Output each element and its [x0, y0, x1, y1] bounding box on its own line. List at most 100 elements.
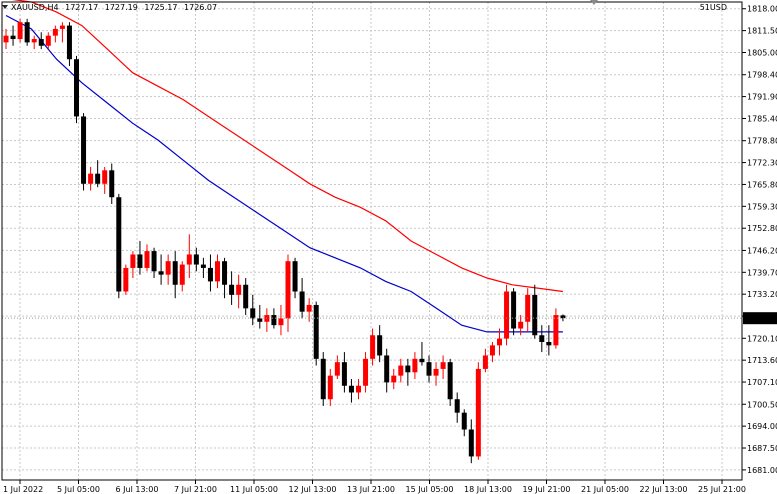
candle[interactable]: [165, 254, 171, 285]
candle[interactable]: [88, 166, 94, 191]
candle[interactable]: [497, 328, 502, 356]
candle[interactable]: [193, 247, 199, 272]
candle[interactable]: [151, 247, 157, 279]
candle[interactable]: [525, 288, 531, 332]
candles-layer[interactable]: [3, 18, 566, 464]
candle[interactable]: [468, 419, 474, 464]
candle[interactable]: [17, 18, 23, 43]
y-tick-label: 1707.10: [747, 378, 777, 387]
candle-body: [88, 173, 94, 184]
candle[interactable]: [236, 274, 242, 309]
candle[interactable]: [391, 368, 397, 390]
chart-header: XAUUSD,H4 1727.17 1727.19 1725.17 1726.0…: [2, 0, 727, 12]
candle[interactable]: [207, 254, 213, 292]
candle[interactable]: [144, 244, 150, 272]
candle[interactable]: [419, 341, 425, 366]
candle[interactable]: [215, 254, 220, 289]
candle[interactable]: [250, 294, 256, 326]
candle[interactable]: [398, 358, 404, 383]
candle[interactable]: [560, 314, 566, 322]
candle[interactable]: [130, 251, 136, 279]
candle-body: [31, 39, 37, 43]
candle[interactable]: [412, 352, 418, 380]
candle[interactable]: [433, 362, 439, 386]
candle[interactable]: [116, 193, 122, 299]
candle[interactable]: [306, 298, 312, 322]
candle[interactable]: [320, 352, 326, 406]
candle[interactable]: [123, 264, 129, 295]
y-tick-label: 1759.30: [747, 202, 777, 211]
candle[interactable]: [102, 166, 108, 194]
candle[interactable]: [313, 301, 319, 366]
candle-body: [518, 321, 524, 329]
candle[interactable]: [504, 284, 510, 346]
candle[interactable]: [243, 278, 249, 316]
candle[interactable]: [200, 257, 206, 279]
candle-body: [299, 291, 305, 312]
candle[interactable]: [229, 271, 235, 305]
candle[interactable]: [257, 304, 263, 329]
candle[interactable]: [66, 22, 72, 66]
candle[interactable]: [356, 379, 361, 400]
candle[interactable]: [137, 241, 143, 275]
candle[interactable]: [52, 25, 58, 43]
candle[interactable]: [292, 257, 298, 299]
candle[interactable]: [426, 355, 432, 383]
plot-frame: [1, 1, 743, 481]
candle[interactable]: [158, 254, 164, 285]
candle[interactable]: [24, 18, 30, 46]
symbol-dropdown-icon[interactable]: [2, 5, 8, 9]
candle[interactable]: [447, 358, 453, 406]
y-tick-label: 1811.50: [747, 27, 777, 36]
candle[interactable]: [3, 28, 9, 50]
candle[interactable]: [518, 315, 524, 336]
candle[interactable]: [348, 379, 354, 403]
candle[interactable]: [109, 163, 115, 204]
candle[interactable]: [38, 32, 44, 50]
candle[interactable]: [45, 32, 51, 50]
candle-body: [348, 385, 354, 393]
candle[interactable]: [454, 392, 460, 423]
candle[interactable]: [285, 254, 291, 332]
candle[interactable]: [222, 257, 228, 299]
header-close: 1726.07: [184, 3, 217, 12]
y-tick-label: 1785.40: [747, 114, 777, 123]
candle[interactable]: [440, 355, 446, 380]
candle[interactable]: [59, 22, 65, 43]
candle[interactable]: [461, 409, 467, 437]
candle[interactable]: [553, 308, 559, 349]
header-low: 1725.17: [144, 3, 177, 12]
x-axis-labels: 1 Jul 2022 5 Jul 05:00 6 Jul 13:00 7 Jul 21…: [3, 485, 746, 494]
candle[interactable]: [370, 328, 376, 366]
candle[interactable]: [532, 284, 538, 339]
candle[interactable]: [511, 288, 517, 336]
candle[interactable]: [10, 25, 16, 46]
candle[interactable]: [482, 348, 488, 373]
candle[interactable]: [172, 251, 178, 299]
candle[interactable]: [186, 234, 192, 279]
candle-body: [341, 362, 347, 386]
candle[interactable]: [299, 278, 305, 319]
candle[interactable]: [31, 35, 37, 50]
candle[interactable]: [489, 341, 495, 363]
candle[interactable]: [334, 355, 340, 380]
candle[interactable]: [95, 160, 101, 188]
candle[interactable]: [539, 325, 545, 353]
candle[interactable]: [271, 308, 277, 329]
candle[interactable]: [384, 348, 390, 393]
candle[interactable]: [264, 308, 270, 332]
candle[interactable]: [363, 352, 369, 393]
candle[interactable]: [546, 325, 552, 356]
candle[interactable]: [475, 362, 481, 460]
candle[interactable]: [179, 261, 185, 292]
candle-body: [179, 264, 185, 285]
candle[interactable]: [327, 368, 333, 406]
candle[interactable]: [377, 325, 383, 363]
candle[interactable]: [278, 304, 284, 336]
scroll-marker-icon[interactable]: [590, 0, 598, 5]
y-axis-labels: 1818.00 1811.50 1805.00 1798.40 1791.90 1785.…: [747, 5, 777, 475]
candle[interactable]: [341, 352, 347, 393]
candle[interactable]: [81, 113, 87, 191]
candle[interactable]: [405, 358, 411, 386]
candle[interactable]: [74, 55, 79, 124]
